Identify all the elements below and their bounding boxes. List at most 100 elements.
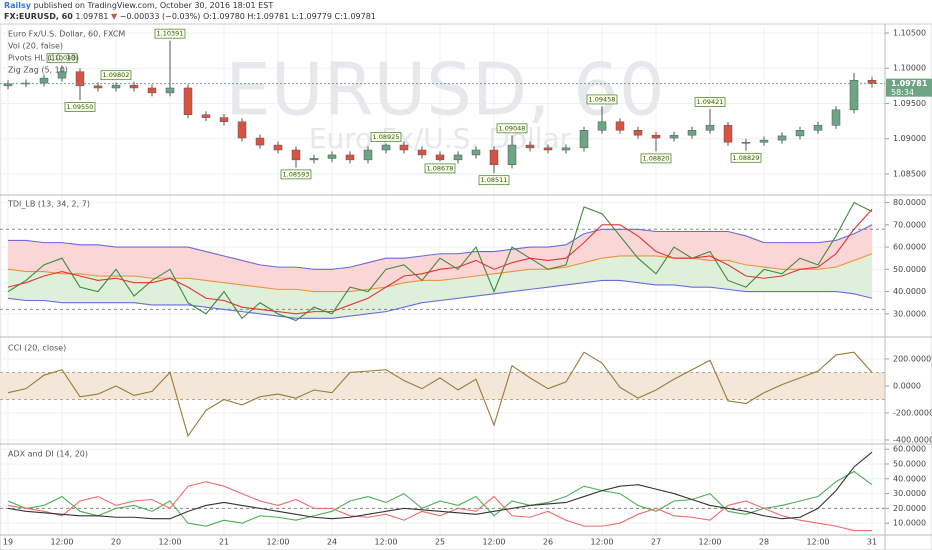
header: Railsy published on TradingView.com, Oct… bbox=[4, 0, 376, 22]
x-tick-label: 12:00 bbox=[482, 538, 505, 547]
candle-body bbox=[453, 154, 463, 161]
candle-body bbox=[327, 154, 337, 159]
candle-body bbox=[561, 147, 571, 151]
candle-body bbox=[633, 130, 643, 136]
pivot-label: 1.08678 bbox=[427, 164, 454, 172]
candle-body bbox=[741, 141, 751, 144]
candle-body bbox=[399, 144, 409, 151]
candle-body bbox=[201, 114, 211, 118]
pivot-box bbox=[64, 102, 96, 112]
published: published on TradingView.com, October 30… bbox=[33, 1, 274, 10]
x-tick-label: 26 bbox=[543, 538, 553, 547]
candle-body bbox=[309, 158, 319, 161]
x-tick-label: 20 bbox=[111, 538, 121, 547]
symbol-line: FX:EURUSD, 60 1.09781 ▼ −0.00033 (−0.03%… bbox=[4, 11, 376, 22]
candle-body bbox=[165, 87, 175, 94]
series-line bbox=[7, 470, 873, 527]
candle-body bbox=[831, 109, 841, 126]
y-tick-label: 80.0000 bbox=[893, 198, 926, 207]
candle-body bbox=[579, 130, 589, 149]
x-tick-label: 12:00 bbox=[590, 538, 613, 547]
x-tick-label: 12:00 bbox=[50, 538, 73, 547]
candle-body bbox=[669, 134, 679, 139]
series-line bbox=[7, 253, 873, 293]
pivot-box bbox=[280, 169, 312, 180]
x-tick-label: 28 bbox=[759, 538, 769, 547]
y-tick-label: 40.0000 bbox=[893, 474, 926, 483]
y-tick-label: 30.0000 bbox=[893, 489, 926, 498]
pane-title: TDI_LB (13, 34, 2, 7) bbox=[7, 200, 90, 209]
series-line bbox=[8, 224, 873, 270]
y-tick-label: 70.0000 bbox=[893, 220, 926, 229]
candle-body bbox=[57, 71, 67, 79]
publish-line: Railsy published on TradingView.com, Oct… bbox=[4, 0, 376, 11]
y-tick-label: 40.0000 bbox=[893, 287, 926, 296]
change: −0.00033 (−0.03%) bbox=[119, 12, 201, 21]
pane-title: CCI (20, close) bbox=[8, 344, 66, 353]
direction: ▼ bbox=[111, 12, 118, 21]
candle-body bbox=[291, 149, 301, 161]
candle-body bbox=[471, 149, 481, 156]
x-tick-label: 21 bbox=[219, 538, 229, 547]
candle-body bbox=[129, 84, 139, 89]
series-line bbox=[7, 279, 873, 319]
legend-item: Vol (20, false) bbox=[8, 42, 63, 51]
pivot-box bbox=[586, 94, 618, 105]
pivot-label: 1.10043 bbox=[49, 54, 76, 62]
pivot-box bbox=[694, 97, 726, 107]
pivot-label: 1.09421 bbox=[697, 98, 724, 106]
y-tick-label: 1.10000 bbox=[893, 64, 926, 73]
y-tick-label: 0.0000 bbox=[893, 381, 921, 390]
countdown: 58:34 bbox=[891, 88, 914, 97]
pivot-label: 1.08829 bbox=[733, 154, 760, 162]
pivot-box bbox=[370, 132, 402, 142]
candle-body bbox=[237, 121, 247, 139]
candle-body bbox=[345, 154, 355, 161]
pivot-label: 1.08511 bbox=[481, 176, 508, 184]
candle-body bbox=[525, 144, 535, 149]
x-tick-label: 12:00 bbox=[266, 538, 289, 547]
publisher[interactable]: Railsy bbox=[4, 1, 32, 10]
y-tick-label: 1.08500 bbox=[893, 169, 926, 178]
y-tick-label: 200.0000 bbox=[893, 354, 931, 363]
series-line bbox=[7, 481, 872, 532]
series-line bbox=[7, 201, 873, 322]
last: 1.09781 bbox=[75, 12, 109, 21]
candle-body bbox=[111, 84, 121, 89]
y-tick-label: 1.09500 bbox=[893, 99, 926, 108]
watermark-sub: Euro Fx/U.S. Dollar bbox=[309, 122, 572, 155]
series-line bbox=[7, 208, 873, 315]
candle-body bbox=[597, 121, 607, 131]
y-tick-label: -200.0000 bbox=[893, 408, 932, 417]
x-tick-label: 12:00 bbox=[806, 538, 829, 547]
candle-body bbox=[273, 144, 283, 151]
pivot-box bbox=[640, 153, 672, 164]
pivot-box bbox=[730, 152, 762, 163]
pivot-label: 1.09458 bbox=[589, 95, 616, 103]
x-tick-label: 12:00 bbox=[698, 538, 721, 547]
y-tick-label: 1.10500 bbox=[893, 28, 926, 37]
pivot-box bbox=[478, 175, 510, 186]
frame bbox=[0, 23, 932, 550]
x-tick-label: 27 bbox=[651, 538, 661, 547]
y-tick-label: -400.0000 bbox=[893, 435, 932, 444]
candle-body bbox=[813, 125, 823, 131]
watermark: EURUSD, 60 bbox=[225, 48, 664, 132]
pivot-label: 1.08925 bbox=[373, 133, 400, 141]
candle-body bbox=[543, 147, 553, 151]
candle-body bbox=[417, 149, 427, 156]
candle-body bbox=[651, 134, 661, 139]
y-tick-label: 60.0000 bbox=[893, 243, 926, 252]
candle-body bbox=[255, 137, 265, 146]
y-tick-label: 10.0000 bbox=[893, 519, 926, 528]
candle-body bbox=[75, 71, 85, 87]
pivot-box bbox=[154, 28, 186, 39]
candle-body bbox=[489, 149, 499, 166]
candle-body bbox=[795, 130, 805, 137]
y-tick-label: 30.0000 bbox=[893, 309, 926, 318]
pivot-label: 1.10391 bbox=[157, 30, 184, 38]
x-tick-label: 12:00 bbox=[374, 538, 397, 547]
pivot-label: 1.08820 bbox=[643, 154, 670, 162]
